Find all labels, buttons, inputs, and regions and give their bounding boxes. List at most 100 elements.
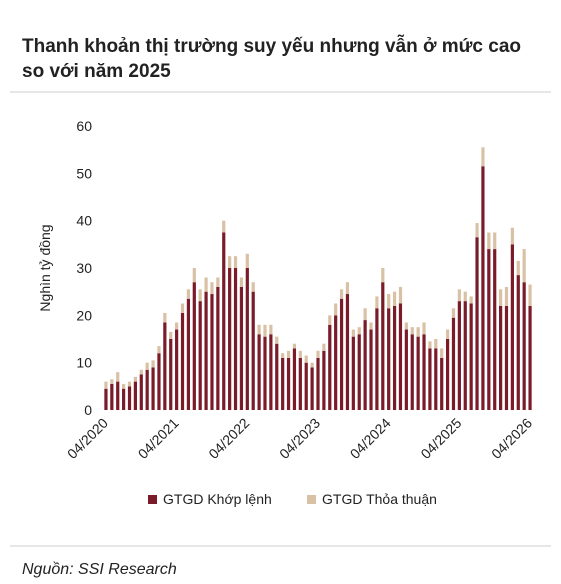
bar-segment bbox=[175, 329, 179, 410]
x-tick-label: 04/2020 bbox=[64, 415, 111, 462]
legend-label: GTGD Khớp lệnh bbox=[163, 491, 272, 507]
bar-segment bbox=[233, 256, 238, 268]
bar-segment bbox=[428, 341, 432, 349]
bar-segment bbox=[198, 289, 202, 302]
bar-segment bbox=[180, 312, 185, 410]
bar-segment bbox=[139, 374, 143, 410]
x-tick-label: 04/2024 bbox=[347, 415, 394, 462]
bar-segment bbox=[151, 367, 155, 410]
bar-segment bbox=[410, 334, 414, 410]
bar-segment bbox=[398, 303, 403, 410]
bar-segment bbox=[404, 322, 408, 330]
y-tick-label: 20 bbox=[76, 307, 92, 323]
bar-segment bbox=[204, 291, 208, 410]
source: Nguồn: SSI Research bbox=[22, 561, 177, 578]
legend-swatch bbox=[148, 495, 157, 504]
bar-segment bbox=[292, 348, 297, 410]
bar-segment bbox=[263, 324, 267, 337]
bar-segment bbox=[186, 298, 191, 410]
bar-segment bbox=[416, 336, 420, 410]
bar-segment bbox=[499, 305, 503, 410]
bar-segment bbox=[445, 339, 450, 410]
bar-segment bbox=[375, 296, 379, 309]
bar-segment bbox=[145, 369, 149, 410]
bar-segment bbox=[322, 350, 326, 410]
bar-segment bbox=[422, 322, 426, 335]
y-tick-label: 60 bbox=[76, 118, 92, 134]
bar-segment bbox=[180, 303, 185, 313]
bar-segment bbox=[151, 360, 155, 368]
legend-swatch bbox=[307, 495, 316, 504]
bar-segment bbox=[281, 353, 285, 358]
bar-segment bbox=[357, 334, 361, 410]
bar-segment bbox=[463, 291, 467, 302]
bar-segment bbox=[163, 322, 167, 410]
bar-segment bbox=[363, 308, 367, 321]
bar-segment bbox=[175, 322, 179, 330]
bar-segment bbox=[469, 296, 473, 304]
bar-segment bbox=[493, 249, 497, 410]
bar-segment bbox=[375, 308, 379, 410]
bar-segment bbox=[233, 268, 238, 410]
bar-segment bbox=[116, 372, 120, 382]
bar-segment bbox=[286, 350, 291, 358]
bar-segment bbox=[281, 357, 285, 410]
x-tick-label: 04/2023 bbox=[276, 415, 323, 462]
bar-segment bbox=[127, 386, 132, 410]
bar-segment bbox=[369, 329, 373, 410]
bar-segment bbox=[110, 379, 114, 384]
bar-segment bbox=[104, 381, 108, 389]
bar-segment bbox=[334, 315, 338, 410]
bar-segment bbox=[192, 268, 196, 283]
bar-segment bbox=[139, 369, 143, 375]
bar-segment bbox=[351, 329, 355, 337]
y-tick-label: 30 bbox=[76, 260, 92, 276]
bar-segment bbox=[316, 350, 320, 358]
bar-segment bbox=[251, 282, 255, 292]
bar-segment bbox=[316, 357, 320, 410]
bar-segment bbox=[122, 383, 126, 389]
bar-segment bbox=[257, 334, 261, 410]
bar-segment bbox=[263, 336, 267, 410]
bar-segment bbox=[410, 327, 414, 335]
x-tick-label: 04/2025 bbox=[417, 415, 464, 462]
bar-segment bbox=[304, 355, 308, 363]
bar-segment bbox=[304, 362, 308, 410]
bar-segment bbox=[345, 294, 350, 410]
y-tick-label: 0 bbox=[84, 402, 92, 418]
bar-segment bbox=[469, 303, 473, 410]
bar-segment bbox=[310, 367, 314, 410]
bar-segment bbox=[133, 376, 137, 382]
bar-segment bbox=[245, 253, 249, 268]
bar-segment bbox=[345, 282, 350, 295]
bar-segment bbox=[440, 348, 444, 358]
bar-segment bbox=[322, 343, 326, 351]
bar-segment bbox=[434, 348, 438, 410]
bar-segment bbox=[310, 362, 314, 368]
bar-segment bbox=[363, 320, 367, 410]
bar-segment bbox=[298, 357, 302, 410]
bar-segment bbox=[434, 339, 438, 349]
bar-segment bbox=[398, 286, 403, 304]
bar-segment bbox=[198, 301, 202, 410]
bar-segment bbox=[339, 298, 344, 410]
x-tick-label: 04/2026 bbox=[488, 415, 535, 462]
bar-segment bbox=[216, 286, 220, 410]
bar-segment bbox=[475, 237, 479, 410]
bar-segment bbox=[245, 268, 249, 410]
bar-segment bbox=[133, 381, 137, 410]
bar-segment bbox=[457, 289, 461, 302]
bar-segment bbox=[392, 291, 397, 306]
bar-segment bbox=[216, 277, 220, 287]
bar-segment bbox=[422, 334, 426, 410]
bar-segment bbox=[369, 322, 373, 330]
bar-segment bbox=[516, 275, 520, 410]
bar-segment bbox=[163, 312, 167, 323]
bar-segment bbox=[351, 336, 355, 410]
bar-segment bbox=[416, 327, 420, 337]
bar-segment bbox=[228, 268, 232, 410]
bar-segment bbox=[404, 329, 408, 410]
bar-segment bbox=[145, 362, 149, 370]
bar-segment bbox=[522, 282, 526, 410]
